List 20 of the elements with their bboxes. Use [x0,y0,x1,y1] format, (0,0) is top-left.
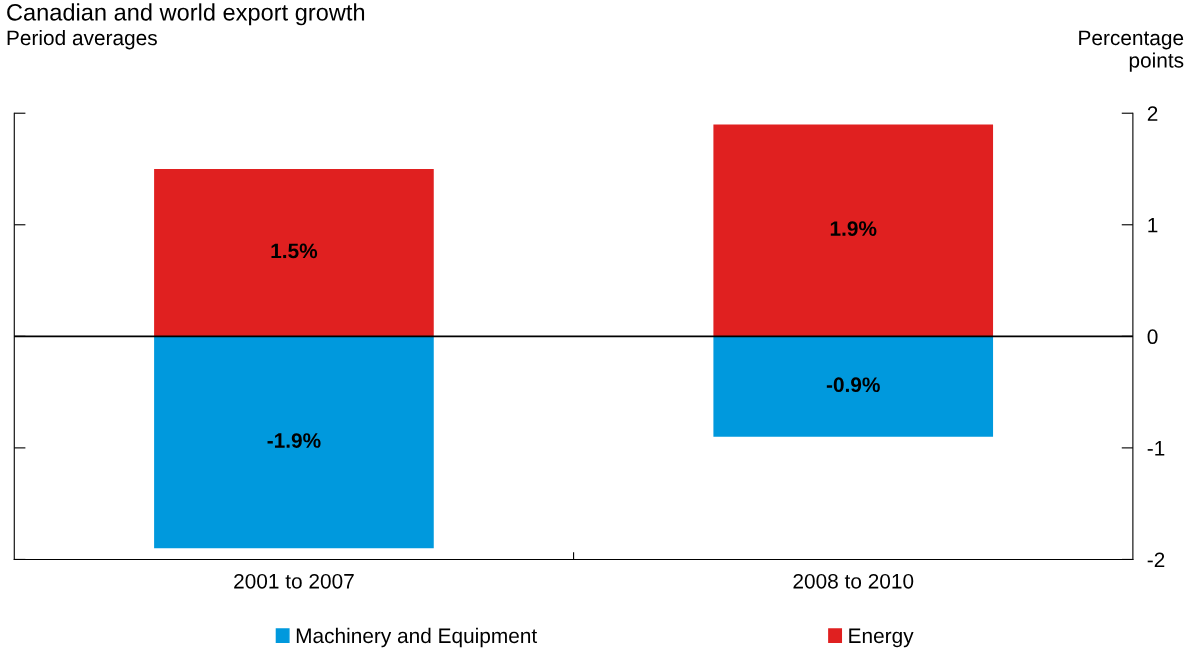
data-label: 1.9% [830,221,877,236]
y-tick-label: -1 [1147,441,1165,456]
legend-label: Energy [849,628,914,648]
bar [713,336,994,437]
y-tick-label: 2 [1147,106,1158,121]
data-label: -1.9% [267,433,321,448]
y-tick-label: -2 [1147,552,1165,567]
y-axis-title: Percentage points [1079,30,1184,72]
data-label: -0.9% [826,377,880,393]
bar [713,124,994,337]
y-tick-label: 1 [1148,217,1158,233]
bar [154,169,434,337]
x-tick-label: 2008 to 2010 [793,573,914,589]
chart-subtitle: Period averages [7,29,157,50]
data-label: 1.5% [271,243,318,259]
legend-label: Machinery and Equipment [296,627,538,648]
chart-title: Canadian and world export growth [7,3,365,26]
y-tick-label: 0 [1147,329,1158,345]
x-tick-label: 2001 to 2007 [234,573,354,589]
bar [154,336,434,549]
